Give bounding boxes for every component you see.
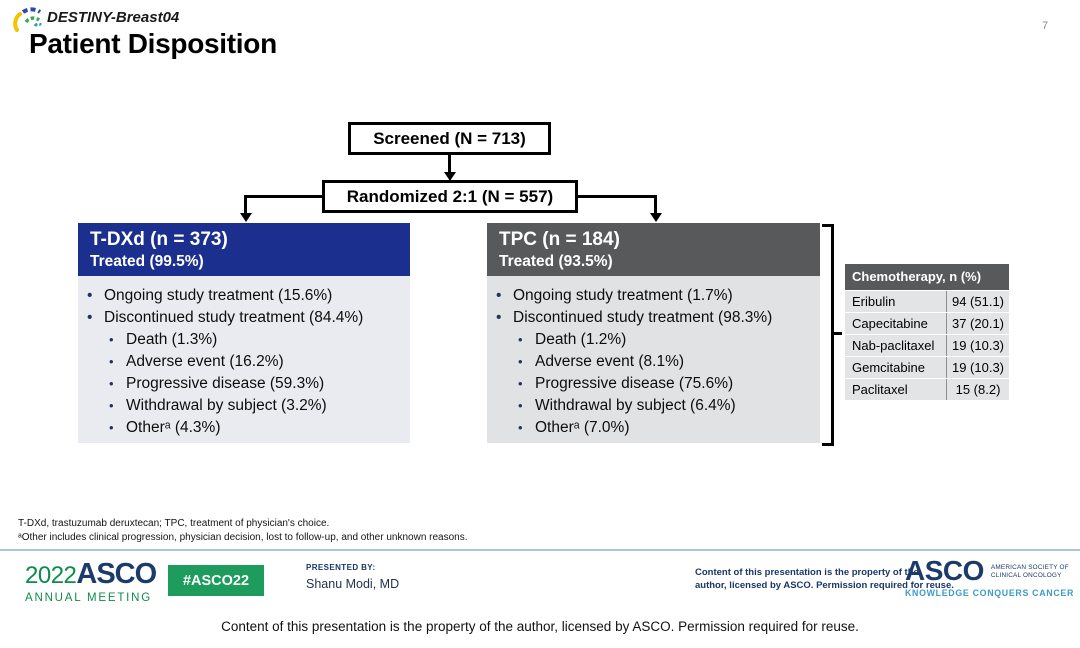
chemotherapy-table-header: Chemotherapy, n (%) xyxy=(845,264,1009,290)
sub-bullet-item: Progressive disease (75.6%) xyxy=(487,373,816,394)
footer-divider xyxy=(0,549,1080,551)
chemo-value: 19 (10.3) xyxy=(951,360,1005,375)
slide-title: Patient Disposition xyxy=(29,28,277,59)
sub-bullet-item: Adverse event (16.2%) xyxy=(78,351,406,372)
hashtag-badge: #ASCO22 xyxy=(168,565,264,596)
meeting-org: ASCO xyxy=(76,558,157,590)
tdxd-arm-box: T-DXd (n = 373) Treated (99.5%) Ongoing … xyxy=(78,223,410,443)
asco-society-logo: ASCO AMERICAN SOCIETY OF CLINICAL ONCOLO… xyxy=(905,555,1074,598)
tpc-arm-header: TPC (n = 184) Treated (93.5%) xyxy=(487,223,820,276)
chemo-name: Capecitabine xyxy=(845,313,947,334)
bottom-caption: Content of this presentation is the prop… xyxy=(221,619,859,634)
bullet-item: Ongoing study treatment (1.7%) xyxy=(487,285,816,306)
table-row: Gemcitabine 19 (10.3) xyxy=(845,356,1009,378)
chemo-value: 15 (8.2) xyxy=(955,382,1001,397)
presented-by-label: PRESENTED BY: xyxy=(306,563,376,572)
sub-bullet-item: Death (1.2%) xyxy=(487,329,816,350)
sub-bullet-item: Otherᵃ (4.3%) xyxy=(78,417,406,438)
license-notice-line2: author, licensed by ASCO. Permission req… xyxy=(695,580,954,591)
page-number: 7 xyxy=(1042,20,1049,32)
sub-bullet-item: Otherᵃ (7.0%) xyxy=(487,417,816,438)
tpc-arm-subtitle: Treated (93.5%) xyxy=(499,253,613,270)
bullet-item: Ongoing study treatment (15.6%) xyxy=(78,285,406,306)
table-row: Eribulin 94 (51.1) xyxy=(845,290,1009,312)
footnote-abbreviations: T-DXd, trastuzumab deruxtecan; TPC, trea… xyxy=(18,518,330,529)
sub-bullet-item: Adverse event (8.1%) xyxy=(487,351,816,372)
sub-bullet-item: Withdrawal by subject (3.2%) xyxy=(78,395,406,416)
tdxd-arm-title: T-DXd (n = 373) xyxy=(90,229,228,250)
tdxd-arm-subtitle: Treated (99.5%) xyxy=(90,253,204,270)
connector-right-vertical xyxy=(654,195,657,214)
meeting-name: ANNUAL MEETING xyxy=(25,592,153,604)
asco-society-line2: CLINICAL ONCOLOGY xyxy=(990,571,1062,579)
license-notice-line1: Content of this presentation is the prop… xyxy=(695,567,919,578)
chemo-name: Gemcitabine xyxy=(845,357,947,378)
destiny-trial-logo-icon xyxy=(13,5,44,38)
chemo-value: 94 (51.1) xyxy=(951,294,1005,309)
meeting-year: 2022 xyxy=(25,562,77,589)
license-notice: Content of this presentation is the prop… xyxy=(695,566,954,592)
table-row: Paclitaxel 15 (8.2) xyxy=(845,378,1009,400)
connector-left-vertical xyxy=(244,195,247,214)
sub-bullet-item: Death (1.3%) xyxy=(78,329,406,350)
connector-screened-randomized xyxy=(448,155,451,173)
tdxd-arm-header: T-DXd (n = 373) Treated (99.5%) xyxy=(78,223,410,276)
footnote-other-definition: ᵃOther includes clinical progression, ph… xyxy=(18,531,468,543)
connector-left-horizontal xyxy=(244,195,322,198)
chemo-value: 19 (10.3) xyxy=(951,338,1005,353)
bullet-item: Discontinued study treatment (84.4%) xyxy=(78,307,406,328)
tpc-arm-body: Ongoing study treatment (1.7%) Discontin… xyxy=(487,276,820,443)
tdxd-arm-body: Ongoing study treatment (15.6%) Disconti… xyxy=(78,276,410,443)
arrowhead-down-icon xyxy=(649,213,662,222)
presented-by-block: PRESENTED BY: Shanu Modi, MD xyxy=(306,563,399,591)
asco-society-line1: AMERICAN SOCIETY OF xyxy=(990,564,1069,571)
asco-society-name: AMERICAN SOCIETY OF CLINICAL ONCOLOGY xyxy=(991,564,1069,587)
arrowhead-down-icon xyxy=(443,172,456,181)
sub-bullet-item: Withdrawal by subject (6.4%) xyxy=(487,395,816,416)
chemo-name: Eribulin xyxy=(845,291,947,312)
arrowhead-down-icon xyxy=(239,213,252,222)
tpc-arm-box: TPC (n = 184) Treated (93.5%) Ongoing st… xyxy=(487,223,820,443)
asco-tagline: KNOWLEDGE CONQUERS CANCER xyxy=(905,588,1075,598)
sub-bullet-item: Progressive disease (59.3%) xyxy=(78,373,406,394)
screened-box: Screened (N = 713) xyxy=(348,122,551,155)
asco-annual-meeting-logo: 2022 ASCO ANNUAL MEETING xyxy=(25,558,157,604)
tpc-arm-title: TPC (n = 184) xyxy=(499,229,620,250)
footnotes: T-DXd, trastuzumab deruxtecan; TPC, trea… xyxy=(18,517,468,544)
trial-name: DESTINY-Breast04 xyxy=(47,9,180,26)
chemo-value: 37 (20.1) xyxy=(951,316,1005,331)
asco-logo-text: ASCO xyxy=(905,555,984,586)
table-row: Capecitabine 37 (20.1) xyxy=(845,312,1009,334)
table-row: Nab-paclitaxel 19 (10.3) xyxy=(845,334,1009,356)
connector-right-horizontal xyxy=(578,195,657,198)
bullet-item: Discontinued study treatment (98.3%) xyxy=(487,307,816,328)
presenter-name: Shanu Modi, MD xyxy=(306,577,400,591)
chemo-name: Paclitaxel xyxy=(845,379,947,400)
chemotherapy-table: Chemotherapy, n (%) Eribulin 94 (51.1) C… xyxy=(845,264,1009,400)
randomized-box: Randomized 2:1 (N = 557) xyxy=(322,180,578,213)
chemo-name: Nab-paclitaxel xyxy=(845,335,947,356)
